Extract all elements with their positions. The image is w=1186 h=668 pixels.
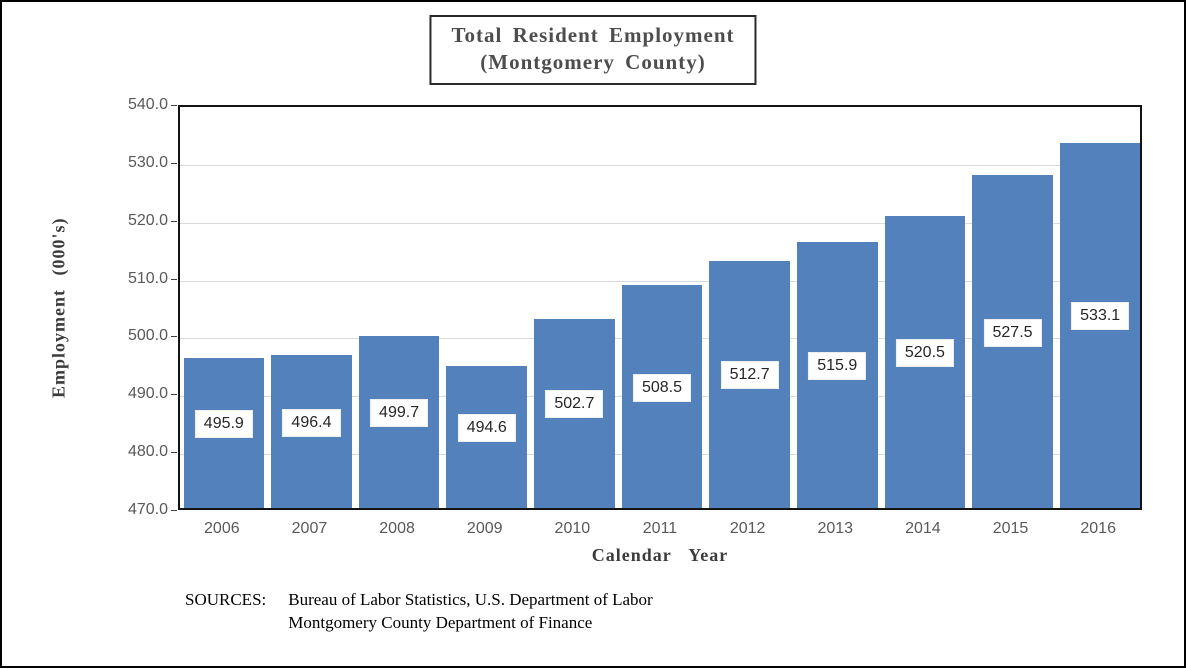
x-tick-label: 2014: [905, 520, 941, 537]
sources-lines: Bureau of Labor Statistics, U.S. Departm…: [288, 588, 652, 634]
y-tick-label: 510.0: [127, 269, 168, 287]
y-tick-mark: [171, 510, 177, 511]
chart-title: Total Resident Employment: [451, 23, 735, 47]
y-tick-label: 490.0: [127, 385, 168, 403]
x-tick-label: 2009: [466, 520, 503, 537]
sources-note: SOURCES: Bureau of Labor Statistics, U.S…: [185, 588, 653, 634]
y-tick-label: 540.0: [127, 96, 168, 113]
y-tick-label: 530.0: [127, 153, 168, 171]
bar-value-label: 527.5: [983, 318, 1042, 347]
chart-title-box: Total Resident Employment (Montgomery Co…: [429, 15, 757, 85]
bar-value-label: 533.1: [1071, 302, 1130, 331]
y-tick-mark: [171, 336, 177, 338]
gridline: [180, 164, 1140, 166]
chart-subtitle: (Montgomery County): [480, 50, 706, 74]
sources-line-1: Bureau of Labor Statistics, U.S. Departm…: [288, 590, 653, 609]
y-tick-mark: [171, 452, 177, 454]
bar-value-label: 512.7: [720, 361, 779, 390]
x-tick-label: 2013: [817, 520, 854, 537]
sources-label: SOURCES:: [185, 590, 267, 609]
x-tick-label: 2006: [204, 520, 240, 537]
y-tick-mark: [171, 105, 177, 106]
x-tick-label: 2016: [1080, 520, 1116, 537]
y-tick-label: 520.0: [127, 211, 168, 229]
y-tick-mark: [171, 278, 177, 280]
x-tick-label: 2012: [729, 520, 766, 537]
x-tick-label: 2007: [291, 520, 328, 537]
x-tick-label: 2011: [642, 520, 678, 537]
y-tick-mark: [171, 162, 177, 164]
x-tick-label: 2010: [554, 520, 591, 537]
plot-area: 495.9 496.4 499.7 494.6 502.7 508.5 512.7 515.9…: [178, 105, 1142, 510]
y-tick-label: 500.0: [127, 327, 168, 345]
bar-value-label: 515.9: [808, 352, 867, 381]
gridline: [180, 222, 1140, 224]
bar-value-label: 496.4: [282, 408, 341, 437]
bar-value-label: 494.6: [457, 413, 516, 442]
x-axis-title: Calendar Year: [591, 545, 729, 565]
y-tick-label: 480.0: [127, 443, 168, 461]
x-tick-label: 2008: [379, 520, 415, 537]
sources-line-2: Montgomery County Department of Finance: [288, 613, 593, 632]
x-tick-label: 2015: [992, 520, 1029, 537]
y-tick-label: 470.0: [127, 501, 168, 518]
bar-value-label: 508.5: [632, 373, 692, 402]
gridline: [180, 280, 1140, 282]
bar-value-label: 502.7: [545, 390, 604, 419]
bar-value-label: 499.7: [370, 399, 429, 428]
y-axis-title: Employment (000's): [48, 217, 69, 398]
y-tick-mark: [171, 220, 177, 222]
bar-value-label: 520.5: [895, 338, 954, 367]
bar-value-label: 495.9: [194, 410, 253, 439]
y-tick-mark: [171, 394, 177, 396]
